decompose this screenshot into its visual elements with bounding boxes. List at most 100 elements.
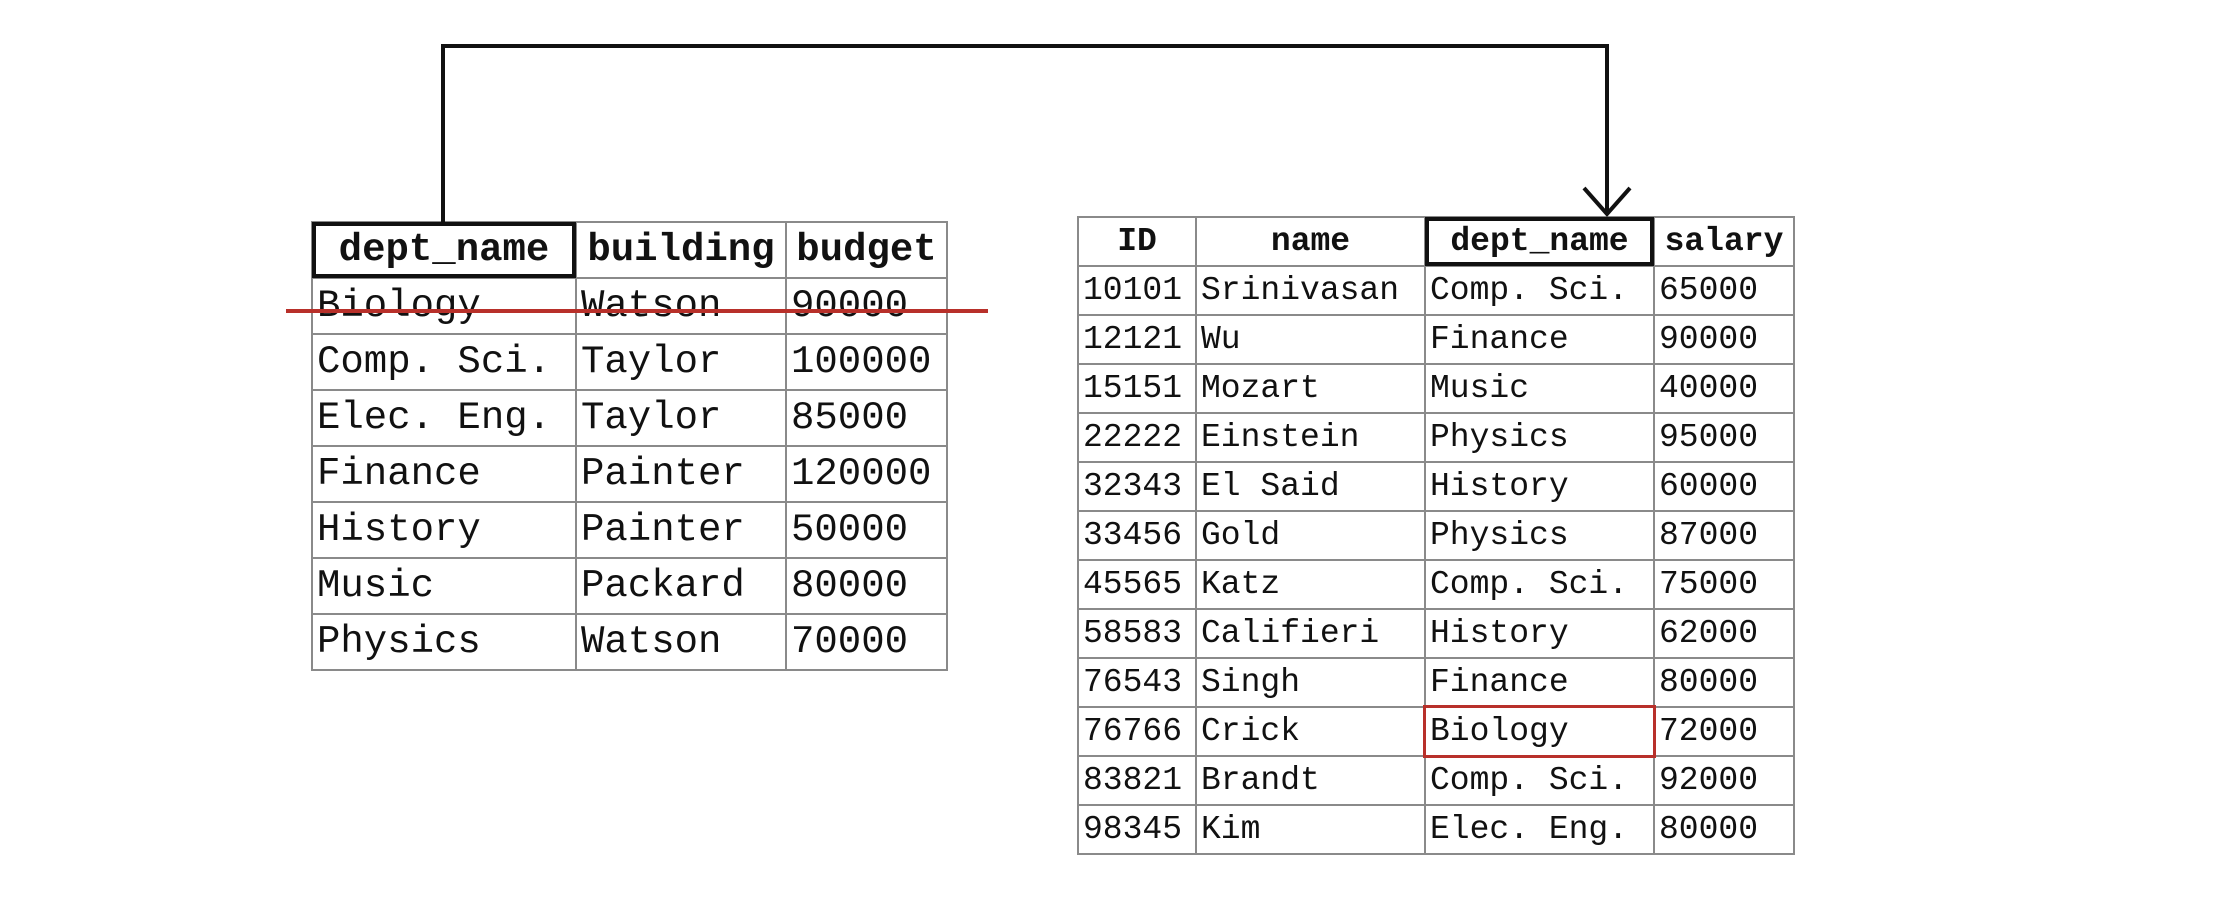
reference-arrowhead bbox=[1582, 186, 1632, 218]
department-cell: 80000 bbox=[785, 557, 948, 615]
department-cell: Taylor bbox=[575, 389, 787, 447]
department-cell: 70000 bbox=[785, 613, 948, 671]
instructor-header: ID bbox=[1077, 216, 1197, 267]
instructor-cell: Einstein bbox=[1195, 412, 1426, 463]
department-row-deleted: Biology Watson 90000 bbox=[311, 277, 948, 335]
instructor-cell: Comp. Sci. bbox=[1424, 559, 1655, 610]
instructor-row: 45565 Katz Comp. Sci. 75000 bbox=[1077, 559, 1795, 610]
instructor-cell: 65000 bbox=[1653, 265, 1795, 316]
department-cell: Packard bbox=[575, 557, 787, 615]
instructor-table: ID name dept_name salary 10101 Srinivasa… bbox=[1077, 216, 1795, 855]
instructor-cell: 10101 bbox=[1077, 265, 1197, 316]
instructor-row: 12121 Wu Finance 90000 bbox=[1077, 314, 1795, 365]
instructor-cell: History bbox=[1424, 461, 1655, 512]
instructor-cell: 33456 bbox=[1077, 510, 1197, 561]
instructor-cell: 45565 bbox=[1077, 559, 1197, 610]
instructor-row: 98345 Kim Elec. Eng. 80000 bbox=[1077, 804, 1795, 855]
department-cell: 85000 bbox=[785, 389, 948, 447]
instructor-cell: Finance bbox=[1424, 657, 1655, 708]
instructor-row: 33456 Gold Physics 87000 bbox=[1077, 510, 1795, 561]
instructor-row: 10101 Srinivasan Comp. Sci. 65000 bbox=[1077, 265, 1795, 316]
department-cell: 100000 bbox=[785, 333, 948, 391]
instructor-cell: 60000 bbox=[1653, 461, 1795, 512]
instructor-cell: Physics bbox=[1424, 510, 1655, 561]
instructor-cell: 22222 bbox=[1077, 412, 1197, 463]
department-cell: Physics bbox=[311, 613, 577, 671]
instructor-cell: Crick bbox=[1195, 706, 1426, 757]
instructor-cell: 90000 bbox=[1653, 314, 1795, 365]
instructor-cell: 32343 bbox=[1077, 461, 1197, 512]
instructor-cell: Califieri bbox=[1195, 608, 1426, 659]
department-row: Elec. Eng. Taylor 85000 bbox=[311, 389, 948, 447]
instructor-cell: Gold bbox=[1195, 510, 1426, 561]
instructor-cell: 98345 bbox=[1077, 804, 1197, 855]
instructor-cell: 75000 bbox=[1653, 559, 1795, 610]
instructor-cell: 83821 bbox=[1077, 755, 1197, 806]
instructor-cell: Brandt bbox=[1195, 755, 1426, 806]
department-cell: Taylor bbox=[575, 333, 787, 391]
department-table: dept_name building budget Biology Watson… bbox=[311, 221, 948, 671]
department-header-row: dept_name building budget bbox=[311, 221, 948, 279]
instructor-cell: Physics bbox=[1424, 412, 1655, 463]
instructor-cell: 76766 bbox=[1077, 706, 1197, 757]
instructor-row: 15151 Mozart Music 40000 bbox=[1077, 363, 1795, 414]
reference-connector-line bbox=[441, 44, 1609, 224]
department-row: Music Packard 80000 bbox=[311, 557, 948, 615]
instructor-cell: Srinivasan bbox=[1195, 265, 1426, 316]
instructor-cell: Music bbox=[1424, 363, 1655, 414]
instructor-cell: 80000 bbox=[1653, 804, 1795, 855]
instructor-row: 58583 Califieri History 62000 bbox=[1077, 608, 1795, 659]
instructor-cell: 92000 bbox=[1653, 755, 1795, 806]
department-cell: Finance bbox=[311, 445, 577, 503]
instructor-cell: Wu bbox=[1195, 314, 1426, 365]
instructor-cell: 58583 bbox=[1077, 608, 1197, 659]
instructor-header: name bbox=[1195, 216, 1426, 267]
department-cell: Comp. Sci. bbox=[311, 333, 577, 391]
department-row: History Painter 50000 bbox=[311, 501, 948, 559]
instructor-cell: Finance bbox=[1424, 314, 1655, 365]
instructor-cell: 15151 bbox=[1077, 363, 1197, 414]
instructor-cell: 80000 bbox=[1653, 657, 1795, 708]
department-cell: Watson bbox=[575, 613, 787, 671]
instructor-cell: 87000 bbox=[1653, 510, 1795, 561]
department-cell: 120000 bbox=[785, 445, 948, 503]
instructor-cell: 62000 bbox=[1653, 608, 1795, 659]
department-cell: Elec. Eng. bbox=[311, 389, 577, 447]
instructor-cell: 72000 bbox=[1653, 706, 1795, 757]
instructor-cell: 76543 bbox=[1077, 657, 1197, 708]
department-header: building bbox=[575, 221, 787, 279]
department-cell: Painter bbox=[575, 445, 787, 503]
instructor-row-violating: 76766 Crick Biology 72000 bbox=[1077, 705, 1795, 758]
instructor-header-row: ID name dept_name salary bbox=[1077, 216, 1795, 267]
department-cell: Painter bbox=[575, 501, 787, 559]
department-cell: Biology bbox=[311, 277, 577, 335]
department-key-header: dept_name bbox=[311, 221, 577, 279]
department-cell: 90000 bbox=[785, 277, 948, 335]
instructor-header: salary bbox=[1653, 216, 1795, 267]
instructor-cell: History bbox=[1424, 608, 1655, 659]
instructor-cell: 12121 bbox=[1077, 314, 1197, 365]
department-cell: Watson bbox=[575, 277, 787, 335]
department-cell: History bbox=[311, 501, 577, 559]
instructor-foreign-key-header: dept_name bbox=[1424, 216, 1655, 267]
instructor-row: 32343 El Said History 60000 bbox=[1077, 461, 1795, 512]
department-cell: Music bbox=[311, 557, 577, 615]
department-row: Physics Watson 70000 bbox=[311, 613, 948, 671]
department-cell: 50000 bbox=[785, 501, 948, 559]
department-row: Finance Painter 120000 bbox=[311, 445, 948, 503]
instructor-cell: Kim bbox=[1195, 804, 1426, 855]
department-header: budget bbox=[785, 221, 948, 279]
instructor-cell: Comp. Sci. bbox=[1424, 265, 1655, 316]
instructor-cell: 95000 bbox=[1653, 412, 1795, 463]
instructor-cell: Comp. Sci. bbox=[1424, 755, 1655, 806]
instructor-row: 76543 Singh Finance 80000 bbox=[1077, 657, 1795, 708]
dangling-reference-cell: Biology bbox=[1423, 705, 1656, 758]
instructor-cell: Katz bbox=[1195, 559, 1426, 610]
instructor-cell: Elec. Eng. bbox=[1424, 804, 1655, 855]
instructor-cell: El Said bbox=[1195, 461, 1426, 512]
instructor-cell: Mozart bbox=[1195, 363, 1426, 414]
instructor-row: 22222 Einstein Physics 95000 bbox=[1077, 412, 1795, 463]
department-row: Comp. Sci. Taylor 100000 bbox=[311, 333, 948, 391]
